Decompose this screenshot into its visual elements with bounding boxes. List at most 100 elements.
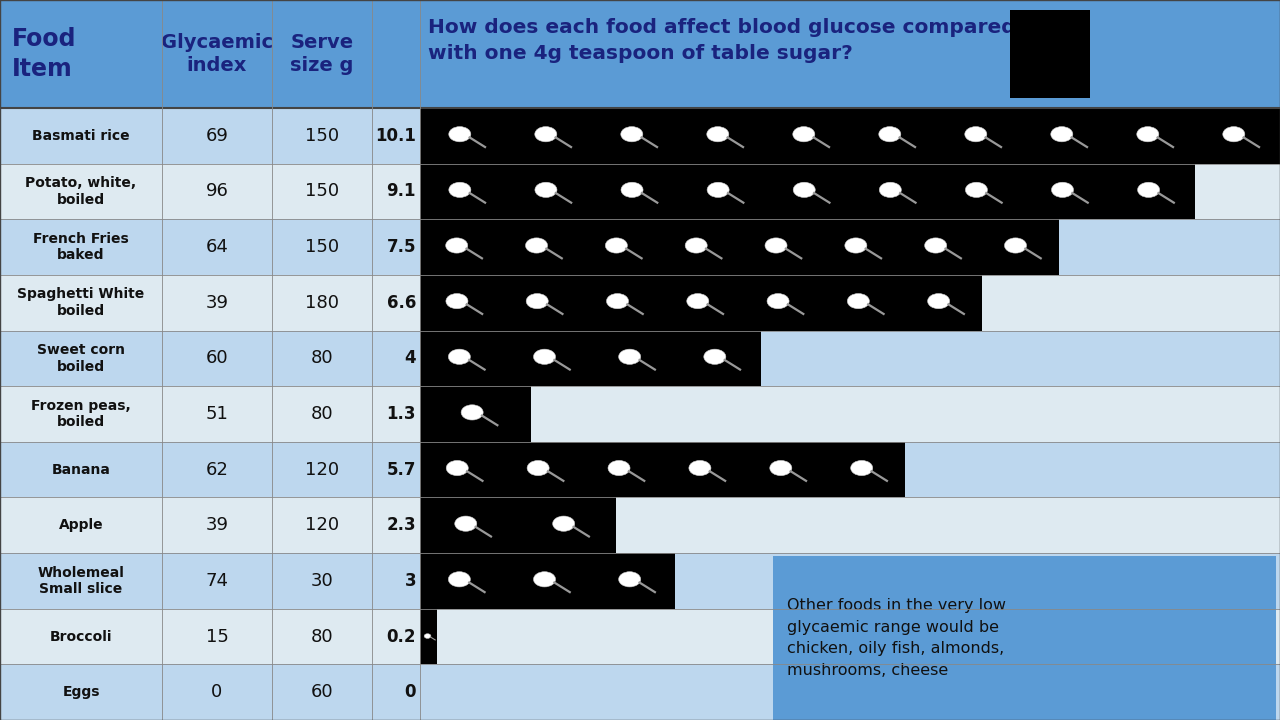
- Ellipse shape: [851, 460, 873, 476]
- Text: 150: 150: [305, 182, 339, 200]
- Bar: [372, 665, 420, 720]
- Ellipse shape: [534, 572, 556, 587]
- Ellipse shape: [1005, 238, 1027, 253]
- Bar: [372, 275, 420, 330]
- Bar: [163, 330, 273, 386]
- Bar: [1059, 220, 1280, 275]
- Text: 120: 120: [305, 461, 339, 479]
- Ellipse shape: [928, 294, 950, 309]
- Bar: [163, 275, 273, 330]
- Bar: [0, 553, 163, 608]
- Bar: [0, 442, 163, 498]
- Text: 64: 64: [206, 238, 228, 256]
- Text: Other foods in the very low
glycaemic range would be
chicken, oily fish, almonds: Other foods in the very low glycaemic ra…: [787, 598, 1006, 678]
- Ellipse shape: [707, 127, 728, 142]
- Bar: [372, 220, 420, 275]
- Ellipse shape: [1138, 182, 1160, 197]
- Text: 150: 150: [305, 127, 339, 145]
- Text: How does each food affect blood glucose compared: How does each food affect blood glucose …: [428, 18, 1015, 37]
- Bar: [163, 0, 273, 108]
- Ellipse shape: [794, 182, 815, 197]
- Bar: [163, 163, 273, 220]
- Bar: [273, 0, 372, 108]
- Ellipse shape: [689, 460, 710, 476]
- Bar: [420, 330, 760, 386]
- Text: 0: 0: [404, 683, 416, 701]
- Bar: [372, 330, 420, 386]
- Ellipse shape: [526, 294, 548, 309]
- Ellipse shape: [1137, 127, 1158, 142]
- Bar: [905, 442, 1280, 498]
- Text: 5.7: 5.7: [387, 461, 416, 479]
- Text: 0: 0: [211, 683, 223, 701]
- Bar: [372, 163, 420, 220]
- Bar: [420, 220, 1059, 275]
- Text: Broccoli: Broccoli: [50, 629, 113, 644]
- Ellipse shape: [608, 460, 630, 476]
- Bar: [163, 442, 273, 498]
- Ellipse shape: [1222, 127, 1245, 142]
- Bar: [676, 553, 1280, 608]
- Ellipse shape: [704, 349, 726, 364]
- Text: 96: 96: [206, 182, 228, 200]
- Bar: [372, 386, 420, 442]
- Bar: [0, 665, 163, 720]
- Text: 4: 4: [404, 349, 416, 367]
- Bar: [531, 386, 1280, 442]
- Bar: [163, 386, 273, 442]
- Bar: [420, 108, 1280, 163]
- Text: 74: 74: [206, 572, 229, 590]
- Bar: [0, 498, 163, 553]
- Ellipse shape: [687, 294, 709, 309]
- Ellipse shape: [1051, 127, 1073, 142]
- Bar: [273, 665, 372, 720]
- Ellipse shape: [449, 182, 471, 197]
- Ellipse shape: [621, 127, 643, 142]
- Bar: [163, 608, 273, 665]
- Text: with one 4g teaspoon of table sugar?: with one 4g teaspoon of table sugar?: [428, 44, 852, 63]
- Ellipse shape: [454, 516, 476, 531]
- Bar: [273, 608, 372, 665]
- Text: 60: 60: [206, 349, 228, 367]
- Ellipse shape: [535, 127, 557, 142]
- Bar: [0, 386, 163, 442]
- Text: 30: 30: [311, 572, 333, 590]
- Bar: [372, 0, 420, 108]
- Bar: [436, 608, 1280, 665]
- Bar: [273, 442, 372, 498]
- Ellipse shape: [526, 238, 548, 253]
- Bar: [0, 0, 163, 108]
- Text: Apple: Apple: [59, 518, 104, 532]
- Bar: [273, 553, 372, 608]
- Bar: [163, 108, 273, 163]
- Bar: [1194, 163, 1280, 220]
- Ellipse shape: [605, 238, 627, 253]
- Ellipse shape: [707, 182, 730, 197]
- Text: Spaghetti White
boiled: Spaghetti White boiled: [18, 287, 145, 318]
- Ellipse shape: [535, 182, 557, 197]
- Bar: [1010, 10, 1091, 98]
- Bar: [0, 275, 163, 330]
- Ellipse shape: [621, 182, 643, 197]
- Text: Food
Item: Food Item: [12, 27, 77, 81]
- Bar: [273, 220, 372, 275]
- Bar: [0, 608, 163, 665]
- Ellipse shape: [448, 572, 470, 587]
- Bar: [420, 665, 1280, 720]
- Text: 62: 62: [206, 461, 228, 479]
- Ellipse shape: [792, 127, 815, 142]
- Ellipse shape: [618, 572, 641, 587]
- Ellipse shape: [445, 294, 468, 309]
- Bar: [163, 553, 273, 608]
- Text: Wholemeal
Small slice: Wholemeal Small slice: [37, 565, 124, 596]
- Ellipse shape: [618, 349, 641, 364]
- Bar: [273, 163, 372, 220]
- Bar: [773, 556, 1276, 720]
- Text: 15: 15: [206, 628, 228, 646]
- Ellipse shape: [879, 127, 901, 142]
- Text: Serve
size g: Serve size g: [291, 32, 353, 76]
- Bar: [0, 220, 163, 275]
- Ellipse shape: [447, 460, 468, 476]
- Text: Glycaemic
index: Glycaemic index: [161, 32, 273, 76]
- Ellipse shape: [769, 460, 792, 476]
